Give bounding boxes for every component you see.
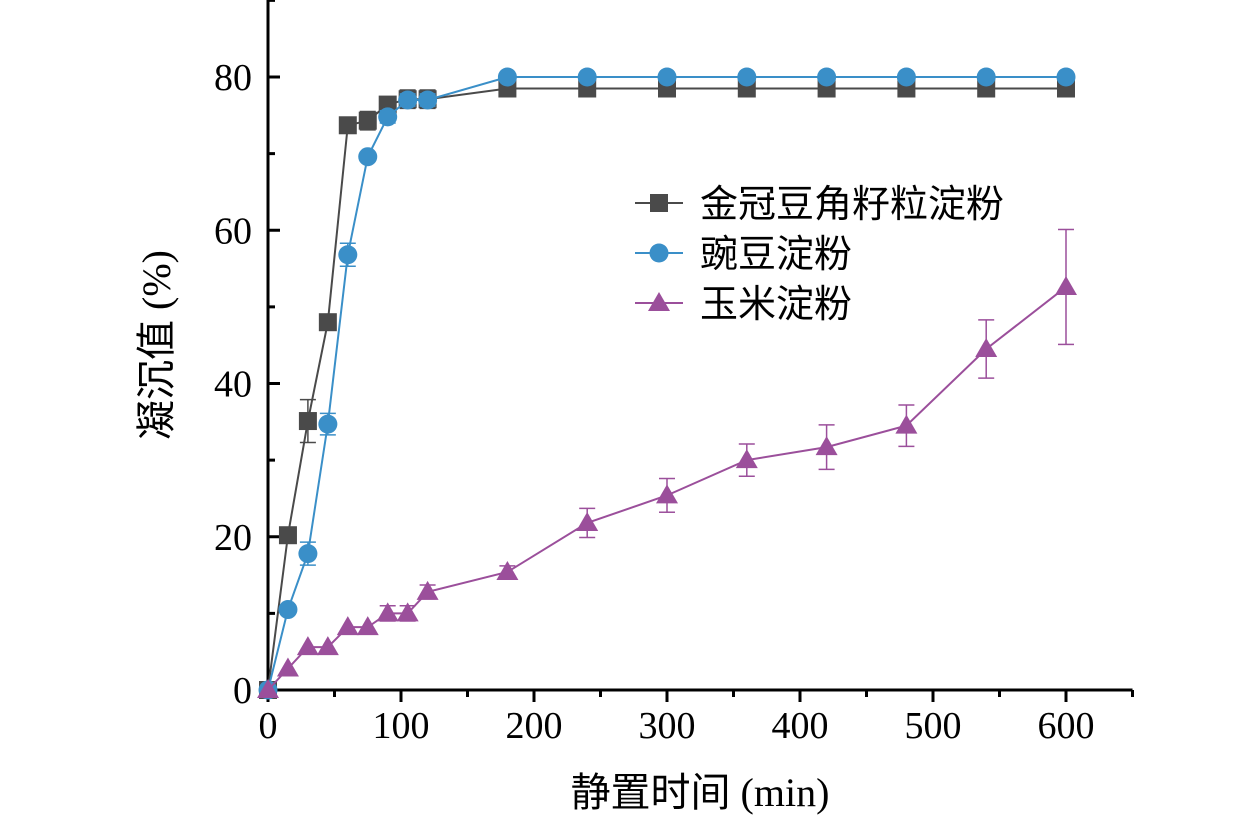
- legend-label: 豌豆淀粉: [700, 234, 852, 276]
- data-point: [975, 338, 998, 358]
- series-triangle: [257, 228, 1077, 698]
- series-layer: [257, 67, 1077, 700]
- data-point: [378, 107, 398, 127]
- data-point: [338, 245, 358, 265]
- legend-label: 玉米淀粉: [700, 284, 852, 326]
- data-point: [656, 484, 678, 504]
- series-line: [267, 87, 1066, 691]
- y-tick-label: 20: [214, 517, 252, 559]
- data-point: [976, 67, 996, 87]
- data-point: [278, 526, 297, 545]
- data-point: [296, 636, 319, 656]
- x-tick-label: 200: [506, 705, 563, 747]
- data-point: [338, 116, 357, 135]
- data-point: [316, 636, 339, 656]
- x-tick-label: 300: [639, 705, 696, 747]
- data-point: [657, 67, 677, 87]
- data-point: [318, 313, 337, 332]
- y-tick-label: 40: [214, 364, 252, 406]
- data-point: [358, 147, 378, 167]
- data-point: [398, 90, 418, 110]
- data-point: [496, 560, 519, 580]
- y-tick-label: 80: [214, 57, 252, 99]
- data-point: [737, 67, 757, 87]
- data-point: [298, 412, 317, 431]
- x-tick-label: 500: [905, 705, 962, 747]
- legend-marker: [649, 243, 669, 263]
- data-point: [817, 67, 837, 87]
- data-point: [577, 67, 597, 87]
- legend-marker: [648, 292, 670, 311]
- x-tick-label: 600: [1038, 705, 1095, 747]
- data-point: [497, 67, 517, 87]
- legend-marker: [650, 194, 668, 212]
- data-point: [396, 602, 419, 622]
- x-tick-label: 100: [373, 705, 430, 747]
- x-tick-label: 400: [772, 705, 829, 747]
- data-point: [576, 511, 599, 531]
- data-point: [276, 657, 299, 677]
- x-tick-label: 0: [259, 705, 278, 747]
- data-point: [735, 449, 758, 469]
- data-point: [298, 544, 318, 564]
- y-tick-label: 0: [233, 670, 252, 712]
- axes: 0 100 200 300 400 500 600 0 20 40 60 80: [214, 0, 1134, 747]
- data-point: [896, 67, 916, 87]
- data-point: [278, 600, 298, 620]
- data-point: [356, 616, 379, 636]
- data-point: [257, 679, 279, 698]
- series-line: [267, 76, 1066, 691]
- data-point: [416, 580, 439, 600]
- data-point: [318, 414, 338, 434]
- data-point: [1055, 275, 1077, 295]
- x-axis-label: 静置时间 (min): [571, 770, 830, 815]
- data-point: [376, 602, 399, 622]
- data-point: [1056, 67, 1076, 87]
- y-tick-label: 60: [214, 210, 252, 252]
- data-point: [336, 616, 359, 636]
- y-axis-label: 凝沉值 (%): [134, 250, 179, 440]
- legend-label: 金冠豆角籽粒淀粉: [700, 184, 1004, 226]
- series-circle: [258, 67, 1076, 700]
- data-point: [815, 436, 838, 456]
- data-point: [358, 111, 377, 130]
- data-point: [895, 414, 918, 434]
- data-point: [418, 90, 438, 110]
